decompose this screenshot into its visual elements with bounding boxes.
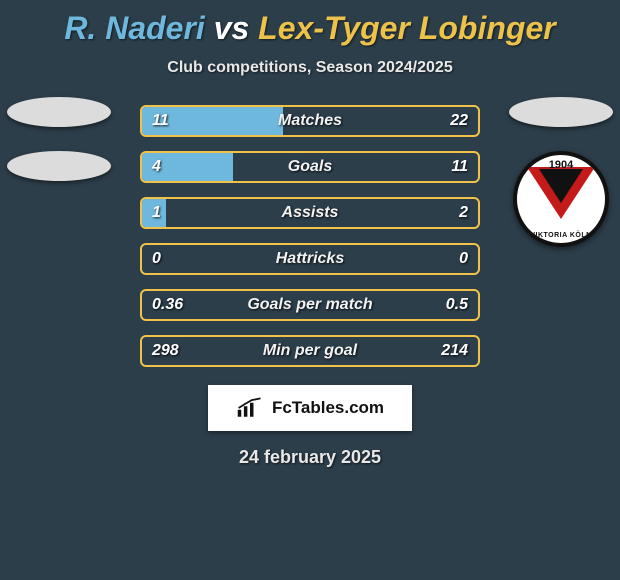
brand-box: FcTables.com bbox=[208, 385, 412, 431]
stat-label: Assists bbox=[142, 199, 478, 227]
badge-chevron-icon bbox=[527, 167, 595, 219]
stat-value-right: 2 bbox=[459, 199, 468, 227]
club-left bbox=[4, 97, 114, 181]
brand-text: FcTables.com bbox=[272, 398, 384, 418]
club-left-placeholder-1 bbox=[7, 97, 111, 127]
badge-year: 1904 bbox=[517, 159, 605, 171]
stat-bar: Hattricks0 0 bbox=[140, 243, 480, 275]
stat-value-left: 4 bbox=[152, 153, 161, 181]
stat-bar: Goals per match0.36 0.5 bbox=[140, 289, 480, 321]
subtitle: Club competitions, Season 2024/2025 bbox=[0, 59, 620, 77]
stat-value-right: 214 bbox=[441, 337, 468, 365]
club-right-placeholder bbox=[509, 97, 613, 127]
stat-bar: Goals4 11 bbox=[140, 151, 480, 183]
date-text: 24 february 2025 bbox=[0, 447, 620, 468]
stat-bar: Assists1 2 bbox=[140, 197, 480, 229]
stat-value-right: 11 bbox=[451, 153, 468, 181]
stat-label: Goals bbox=[142, 153, 478, 181]
stat-value-left: 11 bbox=[152, 107, 169, 135]
stat-value-right: 0.5 bbox=[446, 291, 468, 319]
stat-value-right: 0 bbox=[459, 245, 468, 273]
stat-label: Min per goal bbox=[142, 337, 478, 365]
club-left-placeholder-2 bbox=[7, 151, 111, 181]
vs-text: vs bbox=[214, 10, 250, 46]
stat-bars-container: Matches1122Goals411Assists12Hattricks00G… bbox=[140, 105, 480, 367]
stat-value-left: 298 bbox=[152, 337, 179, 365]
stat-bar: Min per goal298 214 bbox=[140, 335, 480, 367]
stat-label: Hattricks bbox=[142, 245, 478, 273]
stat-bar: Matches11 22 bbox=[140, 105, 480, 137]
stat-value-left: 1 bbox=[152, 199, 161, 227]
player1-name: R. Naderi bbox=[64, 10, 204, 46]
club-right: 1904 VIKTORIA KÖLN bbox=[506, 97, 616, 247]
stat-label: Matches bbox=[142, 107, 478, 135]
badge-text: VIKTORIA KÖLN bbox=[517, 232, 605, 239]
stat-value-right: 22 bbox=[450, 107, 468, 135]
brand-chart-icon bbox=[236, 397, 264, 419]
stat-value-left: 0 bbox=[152, 245, 161, 273]
club-right-badge: 1904 VIKTORIA KÖLN bbox=[513, 151, 609, 247]
comparison-title: R. Naderi vs Lex-Tyger Lobinger bbox=[0, 0, 620, 47]
stats-arena: 1904 VIKTORIA KÖLN Matches1122Goals411As… bbox=[0, 105, 620, 367]
stat-value-left: 0.36 bbox=[152, 291, 183, 319]
stat-label: Goals per match bbox=[142, 291, 478, 319]
player2-name: Lex-Tyger Lobinger bbox=[258, 10, 556, 46]
